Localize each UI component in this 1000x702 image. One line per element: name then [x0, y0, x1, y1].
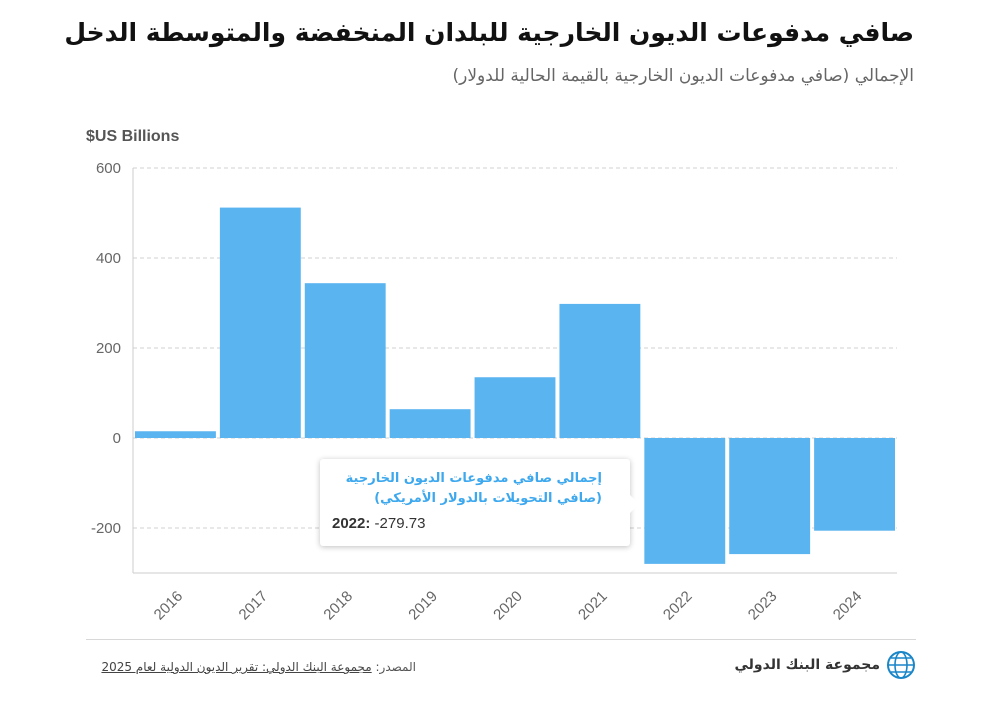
x-tick-label: 2016: [151, 588, 187, 624]
source-label: المصدر:: [375, 660, 416, 674]
logo-text: مجموعة البنك الدولي: [734, 657, 880, 673]
bar: [219, 207, 301, 438]
x-tick-label: 2017: [236, 588, 272, 624]
y-tick-label: 0: [113, 430, 121, 447]
unit-label: $US Billions: [86, 128, 180, 145]
tooltip-year: 2022:: [332, 515, 371, 532]
source-note: المصدر: مجموعة البنك الدولي: تقرير الديو…: [86, 660, 416, 674]
source-link[interactable]: مجموعة البنك الدولي: تقرير الديون الدولي…: [101, 660, 372, 674]
world-bank-logo[interactable]: مجموعة البنك الدولي: [734, 650, 916, 680]
tooltip-value-line: 2022: -279.73: [332, 515, 618, 532]
bar: [644, 438, 726, 564]
x-tick-label: 2023: [745, 588, 781, 624]
tooltip-value: -279.73: [374, 515, 426, 532]
globe-icon: [887, 651, 915, 679]
bar: [304, 283, 386, 438]
bar: [135, 431, 216, 438]
bar: [389, 409, 471, 438]
x-tick-label: 2020: [490, 588, 526, 624]
y-tick-label: 200: [96, 340, 121, 357]
x-tick-label: 2022: [660, 588, 696, 624]
x-tick-label: 2018: [320, 588, 356, 624]
y-tick-label: 600: [96, 160, 121, 177]
bar: [814, 438, 895, 531]
x-tick-label: 2021: [575, 588, 611, 624]
bar: [729, 438, 811, 555]
x-tick-label: 2019: [405, 588, 441, 624]
tooltip-series-name: إجمالي صافي مدفوعات الديون الخارجية (صاف…: [345, 471, 602, 506]
y-tick-label: 400: [96, 250, 121, 267]
chart-subtitle: الإجمالي (صافي مدفوعات الديون الخارجية ب…: [452, 66, 914, 86]
chart-title: صافي مدفوعات الديون الخارجية للبلدان الم…: [64, 18, 914, 47]
chart-tooltip: إجمالي صافي مدفوعات الديون الخارجية (صاف…: [320, 459, 639, 546]
footer-divider: [86, 639, 916, 640]
x-tick-label: 2024: [830, 588, 866, 624]
bar: [559, 303, 641, 438]
bar: [474, 377, 556, 438]
y-tick-label: -200: [91, 520, 121, 537]
